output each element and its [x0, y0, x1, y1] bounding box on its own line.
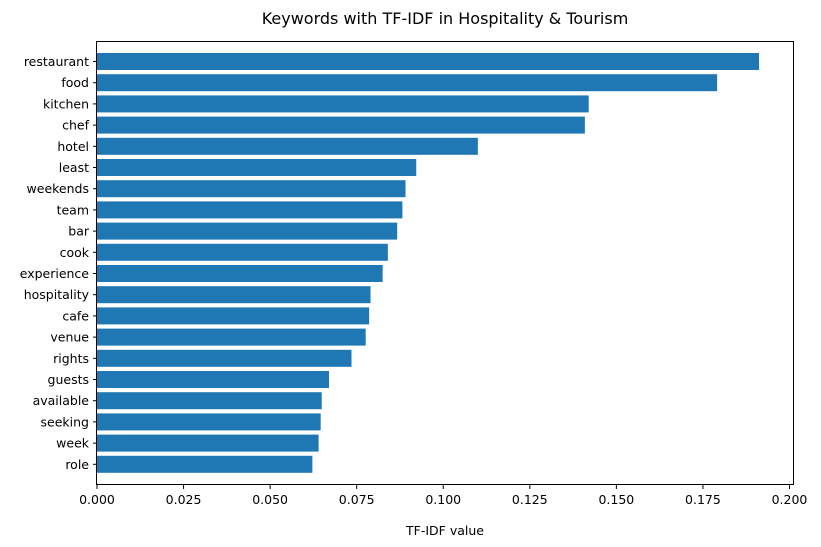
y-tick-label: rights	[53, 351, 89, 366]
y-tick-label: seeking	[41, 414, 89, 429]
y-tick-label: available	[33, 393, 90, 408]
y-tick-label: hospitality	[24, 287, 90, 302]
bar-chef	[97, 116, 585, 134]
bar-cook	[97, 243, 388, 261]
y-tick-label: cook	[60, 245, 90, 260]
bar-hospitality	[97, 286, 371, 304]
y-tick-label: week	[56, 436, 90, 451]
x-axis-ticks: 0.000 0.025 0.050 0.075 0.100 0.125 0.150 0.175…	[79, 485, 807, 507]
y-tick-label: cafe	[62, 308, 89, 323]
y-tick-label: kitchen	[43, 96, 89, 111]
bar-role	[97, 455, 313, 473]
x-tick-label: 0.100	[425, 492, 461, 507]
x-tick-label: 0.050	[252, 492, 288, 507]
y-tick-label: team	[57, 202, 89, 217]
bars-group	[97, 53, 760, 473]
plot-frame	[96, 41, 794, 485]
x-tick-label: 0.200	[772, 492, 808, 507]
x-tick-label: 0.175	[685, 492, 721, 507]
x-tick-label: 0.025	[166, 492, 202, 507]
y-tick-label: experience	[20, 266, 90, 281]
bar-least	[97, 159, 417, 176]
bar-team	[97, 201, 403, 219]
bar-kitchen	[97, 95, 589, 113]
bar-hotel	[97, 137, 478, 155]
bar-rights	[97, 349, 352, 367]
bar-food	[97, 74, 718, 92]
x-axis-label: TF-IDF value	[405, 523, 484, 538]
bar-restaurant	[97, 53, 760, 70]
y-tick-label: food	[61, 75, 89, 90]
x-tick-label: 0.075	[339, 492, 375, 507]
y-tick-label: role	[65, 457, 89, 472]
bar-weekends	[97, 180, 406, 198]
x-tick-label: 0.125	[512, 492, 548, 507]
bar-seeking	[97, 413, 321, 431]
chart-title: Keywords with TF-IDF in Hospitality & To…	[262, 9, 629, 28]
bar-experience	[97, 265, 383, 282]
y-tick-label: guests	[48, 372, 89, 387]
y-tick-label: restaurant	[24, 54, 89, 69]
bar-cafe	[97, 307, 370, 325]
bar-venue	[97, 328, 366, 346]
x-tick-label: 0.000	[79, 492, 115, 507]
y-tick-label: hotel	[57, 139, 89, 154]
y-tick-label: bar	[68, 224, 90, 239]
y-tick-label: venue	[50, 330, 89, 345]
x-tick-label: 0.150	[598, 492, 634, 507]
bar-week	[97, 434, 319, 452]
bar-available	[97, 392, 322, 410]
bar-bar	[97, 222, 398, 240]
bar-guests	[97, 371, 329, 388]
y-tick-label: least	[59, 160, 89, 175]
y-axis-ticks: restaurantfoodkitchenchefhotelleastweeke…	[20, 54, 97, 472]
y-tick-label: chef	[62, 118, 89, 133]
y-tick-label: weekends	[27, 181, 89, 196]
